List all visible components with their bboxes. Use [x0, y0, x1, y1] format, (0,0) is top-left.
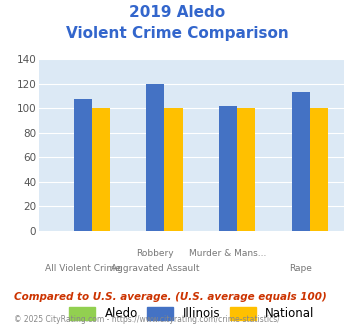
Bar: [310, 109, 328, 231]
Bar: [92, 109, 110, 231]
Bar: [237, 109, 255, 231]
Bar: [146, 84, 164, 231]
Bar: [164, 109, 182, 231]
Bar: [292, 92, 310, 231]
Text: All Violent Crime: All Violent Crime: [45, 264, 121, 273]
Text: Violent Crime Comparison: Violent Crime Comparison: [66, 26, 289, 41]
Text: Rape: Rape: [289, 264, 312, 273]
Text: 2019 Aledo: 2019 Aledo: [130, 5, 225, 20]
Text: Aggravated Assault: Aggravated Assault: [111, 264, 200, 273]
Text: Robbery: Robbery: [137, 249, 174, 258]
Text: © 2025 CityRating.com - https://www.cityrating.com/crime-statistics/: © 2025 CityRating.com - https://www.city…: [14, 315, 280, 324]
Text: Compared to U.S. average. (U.S. average equals 100): Compared to U.S. average. (U.S. average …: [14, 292, 327, 302]
Bar: [73, 99, 92, 231]
Legend: Aledo, Illinois, National: Aledo, Illinois, National: [64, 302, 319, 325]
Text: Murder & Mans...: Murder & Mans...: [189, 249, 267, 258]
Bar: [219, 106, 237, 231]
